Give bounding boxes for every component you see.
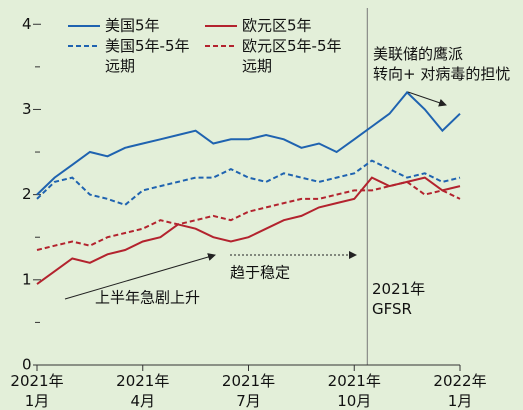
annotation: 上半年急剧上升 [95, 289, 200, 307]
legend-label: 美国5年 [105, 17, 160, 35]
annotation-arrow [407, 91, 447, 107]
series-line [36, 180, 461, 251]
legend-label: 欧元区5年 [242, 17, 312, 35]
series-line [36, 176, 461, 285]
y-tick-label: 3 [22, 100, 32, 118]
y-tick-label: 4 [22, 15, 32, 33]
legend-label: 欧元区5年-5年远期 [242, 37, 342, 75]
x-tick-label: 2021年 1月 [10, 372, 63, 410]
annotation-arrow [64, 253, 216, 300]
y-tick-label: 1 [22, 270, 32, 288]
y-tick-label: 0 [22, 356, 32, 374]
x-tick-label: 2021年 7月 [222, 372, 275, 410]
y-tick-label: 2 [22, 185, 32, 203]
x-tick-label: 2022年 1月 [433, 372, 486, 410]
x-tick-label: 2021年 4月 [116, 372, 169, 410]
annotation: 2021年 GFSR [372, 280, 425, 318]
annotation: 趋于稳定 [230, 264, 290, 282]
x-tick-label: 2021年 10月 [328, 372, 381, 410]
legend-label: 美国5年-5年远期 [105, 37, 190, 75]
annotation: 美联储的鹰派转向+ 对病毒的担忧 [373, 45, 510, 83]
series-line [36, 90, 461, 196]
